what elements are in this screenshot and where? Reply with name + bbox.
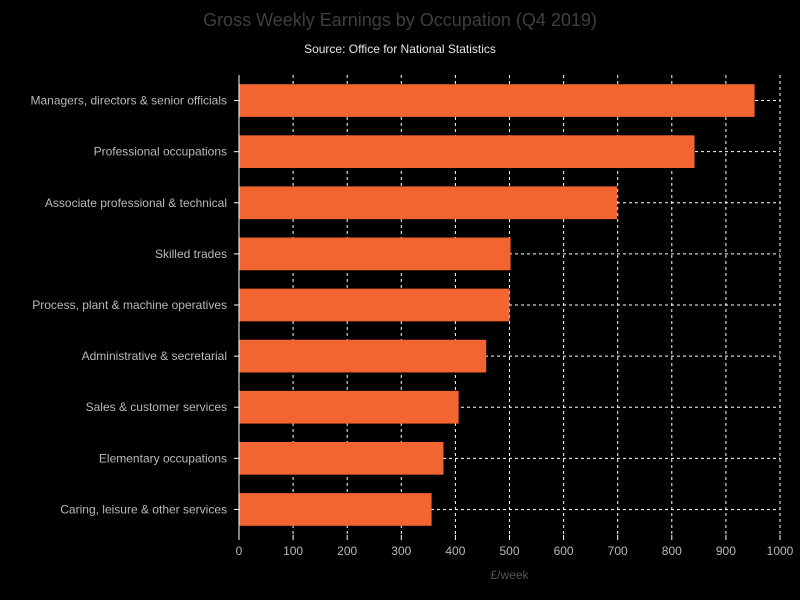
x-tick-label-4: 400 bbox=[445, 544, 465, 558]
chart-title: Gross Weekly Earnings by Occupation (Q4 … bbox=[203, 10, 597, 30]
category-label-5: Administrative & secretarial bbox=[82, 349, 227, 363]
bar-1 bbox=[239, 135, 695, 169]
bar-7 bbox=[239, 441, 444, 475]
category-label-6: Sales & customer services bbox=[86, 400, 227, 414]
x-tick-label-5: 500 bbox=[499, 544, 519, 558]
bar-4 bbox=[239, 288, 510, 322]
x-tick-label-0: 0 bbox=[236, 544, 243, 558]
bar-0 bbox=[239, 84, 755, 117]
category-label-3: Skilled trades bbox=[155, 247, 227, 261]
bar-2 bbox=[239, 186, 618, 220]
category-label-2: Associate professional & technical bbox=[45, 196, 227, 210]
x-axis-title: £/week bbox=[490, 568, 529, 582]
category-label-7: Elementary occupations bbox=[99, 451, 227, 465]
bars bbox=[239, 84, 755, 526]
bar-8 bbox=[239, 493, 432, 526]
x-tick-label-1: 100 bbox=[283, 544, 303, 558]
x-tick-label-10: 1000 bbox=[767, 544, 794, 558]
x-tick-label-3: 300 bbox=[391, 544, 411, 558]
category-label-8: Caring, leisure & other services bbox=[60, 502, 227, 516]
x-tick-label-6: 600 bbox=[554, 544, 574, 558]
bar-3 bbox=[239, 237, 511, 271]
bar-6 bbox=[239, 390, 459, 424]
x-tick-label-8: 800 bbox=[662, 544, 682, 558]
category-labels: Managers, directors & senior officials Pr… bbox=[30, 94, 239, 516]
chart-subtitle: Source: Office for National Statistics bbox=[304, 42, 496, 56]
category-label-4: Process, plant & machine operatives bbox=[32, 298, 227, 312]
x-tick-labels: 0 100 200 300 400 500 600 700 800 900 1000 bbox=[236, 535, 794, 558]
x-tick-label-2: 200 bbox=[337, 544, 357, 558]
bar-5 bbox=[239, 339, 487, 373]
x-tick-label-7: 700 bbox=[608, 544, 628, 558]
x-tick-label-9: 900 bbox=[716, 544, 736, 558]
category-label-1: Professional occupations bbox=[94, 145, 227, 159]
category-label-0: Managers, directors & senior officials bbox=[30, 94, 227, 108]
